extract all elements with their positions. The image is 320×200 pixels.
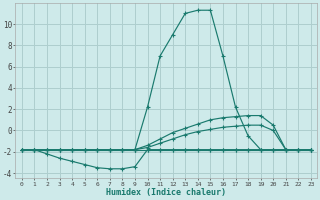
X-axis label: Humidex (Indice chaleur): Humidex (Indice chaleur) [106, 188, 226, 197]
